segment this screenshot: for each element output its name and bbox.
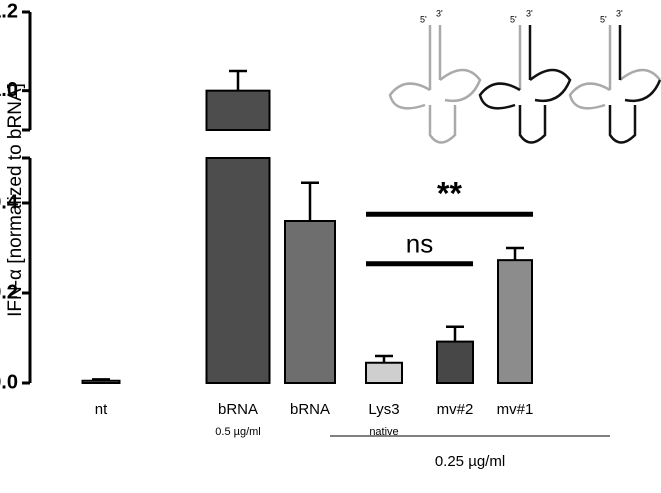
three-prime: 3' — [616, 8, 623, 18]
rna-structures — [388, 25, 661, 144]
x-tick-label: bRNA — [290, 401, 330, 418]
x-tick-label: mv#2 — [437, 401, 474, 418]
y-tick-label: 0.0 — [0, 371, 18, 393]
y-tick-label: 1.0 — [0, 79, 18, 101]
bar — [205, 89, 271, 131]
x-sublabel: 0.5 µg/ml — [215, 426, 260, 438]
significance-label: ns — [406, 229, 433, 259]
x-sublabel: native — [369, 426, 398, 438]
bar — [205, 157, 271, 384]
three-prime: 3' — [526, 8, 533, 18]
error-bar — [301, 181, 319, 221]
bar — [284, 220, 336, 384]
three-prime: 3' — [436, 8, 443, 18]
five-prime: 5' — [600, 14, 607, 24]
structure-mv1 — [568, 25, 661, 144]
y-tick-label: 0.4 — [0, 191, 19, 213]
bar — [436, 340, 474, 385]
y-axis-label: IFN-α [normalized to bRNA] — [5, 83, 26, 317]
structure-native — [388, 25, 482, 144]
x-tick-label: bRNA — [218, 401, 258, 418]
error-bar — [229, 69, 247, 91]
significance-label: ** — [437, 176, 462, 212]
error-bar — [92, 378, 110, 381]
group-label: 0.25 µg/ml — [435, 453, 505, 470]
bar — [365, 361, 403, 384]
error-bar — [375, 354, 393, 363]
x-tick-label: nt — [95, 401, 108, 418]
five-prime: 5' — [420, 14, 427, 24]
five-prime: 5' — [510, 14, 517, 24]
y-tick-label: 1.2 — [0, 0, 18, 22]
bar — [497, 259, 533, 384]
y-tick-label: 0.2 — [0, 281, 18, 303]
x-tick-label: Lys3 — [368, 401, 399, 418]
bar — [81, 379, 121, 384]
error-bar — [506, 246, 524, 261]
structure-mv2 — [478, 25, 572, 144]
x-tick-label: mv#1 — [497, 401, 534, 418]
error-bar — [446, 325, 464, 342]
